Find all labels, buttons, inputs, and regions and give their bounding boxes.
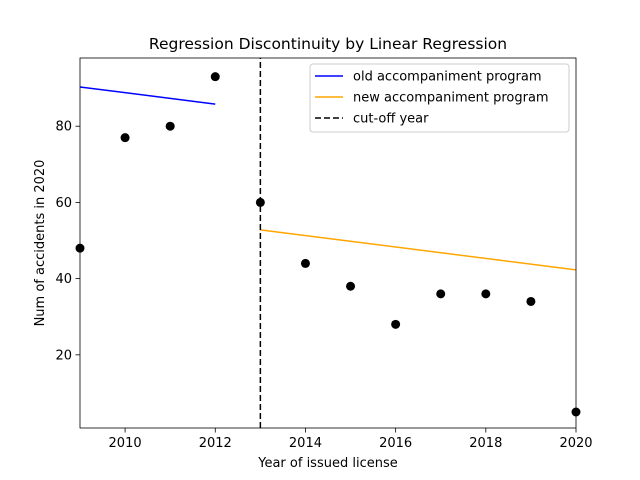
legend-box xyxy=(309,63,570,133)
x-tick-label: 2018 xyxy=(469,436,502,451)
axes-frame xyxy=(79,57,577,429)
legend: old accompaniment program new accompanime… xyxy=(309,63,570,133)
data-point xyxy=(346,281,356,291)
data-point xyxy=(210,72,220,82)
data-point xyxy=(300,258,310,268)
y-tick-label: 80 xyxy=(55,120,72,135)
legend-entry-label: old accompaniment program xyxy=(353,70,542,85)
x-tick-label: 2020 xyxy=(559,436,592,451)
x-tick-label: 2010 xyxy=(109,436,142,451)
chart-title: Regression Discontinuity by Linear Regre… xyxy=(149,35,507,53)
data-point xyxy=(391,319,401,329)
data-point xyxy=(526,296,536,306)
data-point xyxy=(436,289,446,299)
y-axis-label: Num of accidents in 2020 xyxy=(33,160,48,327)
data-point xyxy=(165,121,175,131)
x-tick-label: 2016 xyxy=(379,436,412,451)
data-point xyxy=(120,133,130,143)
y-tick-label: 40 xyxy=(55,272,72,287)
series-line-0 xyxy=(79,86,216,105)
x-tick-label: 2012 xyxy=(199,436,232,451)
legend-entry-label: new accompaniment program xyxy=(353,91,549,106)
y-tick-label: 20 xyxy=(55,348,72,363)
legend-entry-label: cut-off year xyxy=(353,112,429,127)
data-point xyxy=(255,197,265,207)
x-axis-label: Year of issued license xyxy=(257,456,397,471)
y-tick-label: 60 xyxy=(55,196,72,211)
x-tick-label: 2014 xyxy=(289,436,322,451)
data-point xyxy=(481,289,491,299)
series-line-1 xyxy=(260,229,577,271)
